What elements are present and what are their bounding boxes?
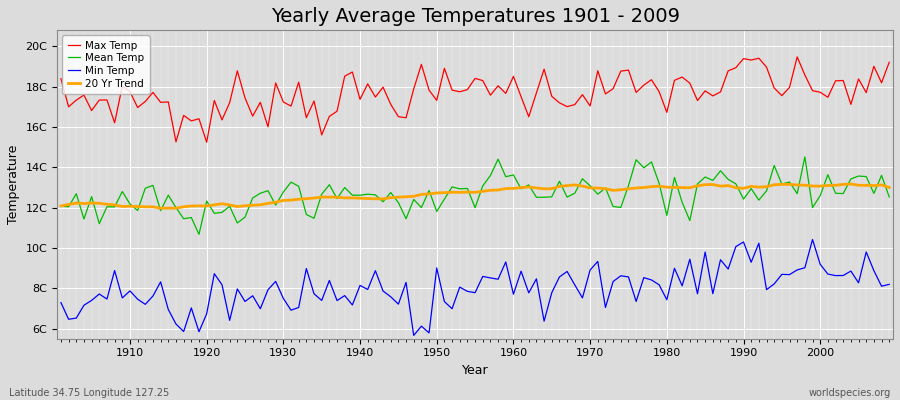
Mean Temp [884,194,895,199]
Min Temp [516,269,526,274]
Min Temp [285,308,296,312]
20 Yr Trend [339,196,350,200]
Mean Temp [508,172,518,177]
Min Temp [508,292,518,296]
Line: Min Temp: Min Temp [61,240,889,336]
20 Yr Trend [293,197,304,202]
Text: Latitude 34.75 Longitude 127.25: Latitude 34.75 Longitude 127.25 [9,388,169,398]
20 Yr Trend [845,182,856,186]
Max Temp [516,94,526,99]
Max Temp [56,76,67,81]
Min Temp [807,237,818,242]
Max Temp [792,54,803,59]
Line: Max Temp: Max Temp [61,57,889,142]
X-axis label: Year: Year [462,364,489,377]
Mean Temp [56,204,67,209]
Min Temp [117,296,128,300]
Max Temp [202,140,212,145]
Max Temp [339,74,350,78]
Mean Temp [194,232,204,237]
Mean Temp [608,204,618,209]
Legend: Max Temp, Mean Temp, Min Temp, 20 Yr Trend: Max Temp, Mean Temp, Min Temp, 20 Yr Tre… [62,36,149,94]
20 Yr Trend [117,204,128,209]
Min Temp [409,333,419,338]
20 Yr Trend [608,188,618,193]
20 Yr Trend [516,185,526,190]
Max Temp [117,84,128,89]
20 Yr Trend [884,185,895,190]
Min Temp [884,282,895,287]
Text: worldspecies.org: worldspecies.org [809,388,891,398]
Max Temp [508,74,518,79]
20 Yr Trend [155,206,166,211]
20 Yr Trend [508,186,518,191]
Line: Mean Temp: Mean Temp [61,157,889,234]
Max Temp [608,86,618,91]
Y-axis label: Temperature: Temperature [7,145,20,224]
Max Temp [884,60,895,65]
Mean Temp [339,185,350,190]
Title: Yearly Average Temperatures 1901 - 2009: Yearly Average Temperatures 1901 - 2009 [271,7,680,26]
Max Temp [293,80,304,84]
Mean Temp [516,186,526,191]
Mean Temp [799,154,810,159]
Min Temp [608,279,618,284]
Mean Temp [293,184,304,189]
Min Temp [56,300,67,305]
Line: 20 Yr Trend: 20 Yr Trend [61,184,889,208]
Min Temp [331,298,342,303]
Mean Temp [117,189,128,194]
20 Yr Trend [56,204,67,208]
